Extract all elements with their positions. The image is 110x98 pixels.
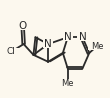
FancyBboxPatch shape [2, 48, 20, 56]
Text: Me: Me [91, 42, 103, 51]
FancyBboxPatch shape [18, 23, 28, 30]
FancyBboxPatch shape [63, 33, 73, 41]
FancyBboxPatch shape [59, 79, 77, 87]
FancyBboxPatch shape [43, 40, 53, 48]
Text: N: N [44, 39, 52, 49]
Text: Cl: Cl [6, 47, 15, 56]
Text: Me: Me [61, 79, 74, 88]
FancyBboxPatch shape [88, 42, 106, 50]
FancyBboxPatch shape [77, 33, 88, 41]
Text: N: N [79, 32, 86, 42]
Text: N: N [64, 32, 72, 42]
Text: O: O [19, 21, 27, 31]
